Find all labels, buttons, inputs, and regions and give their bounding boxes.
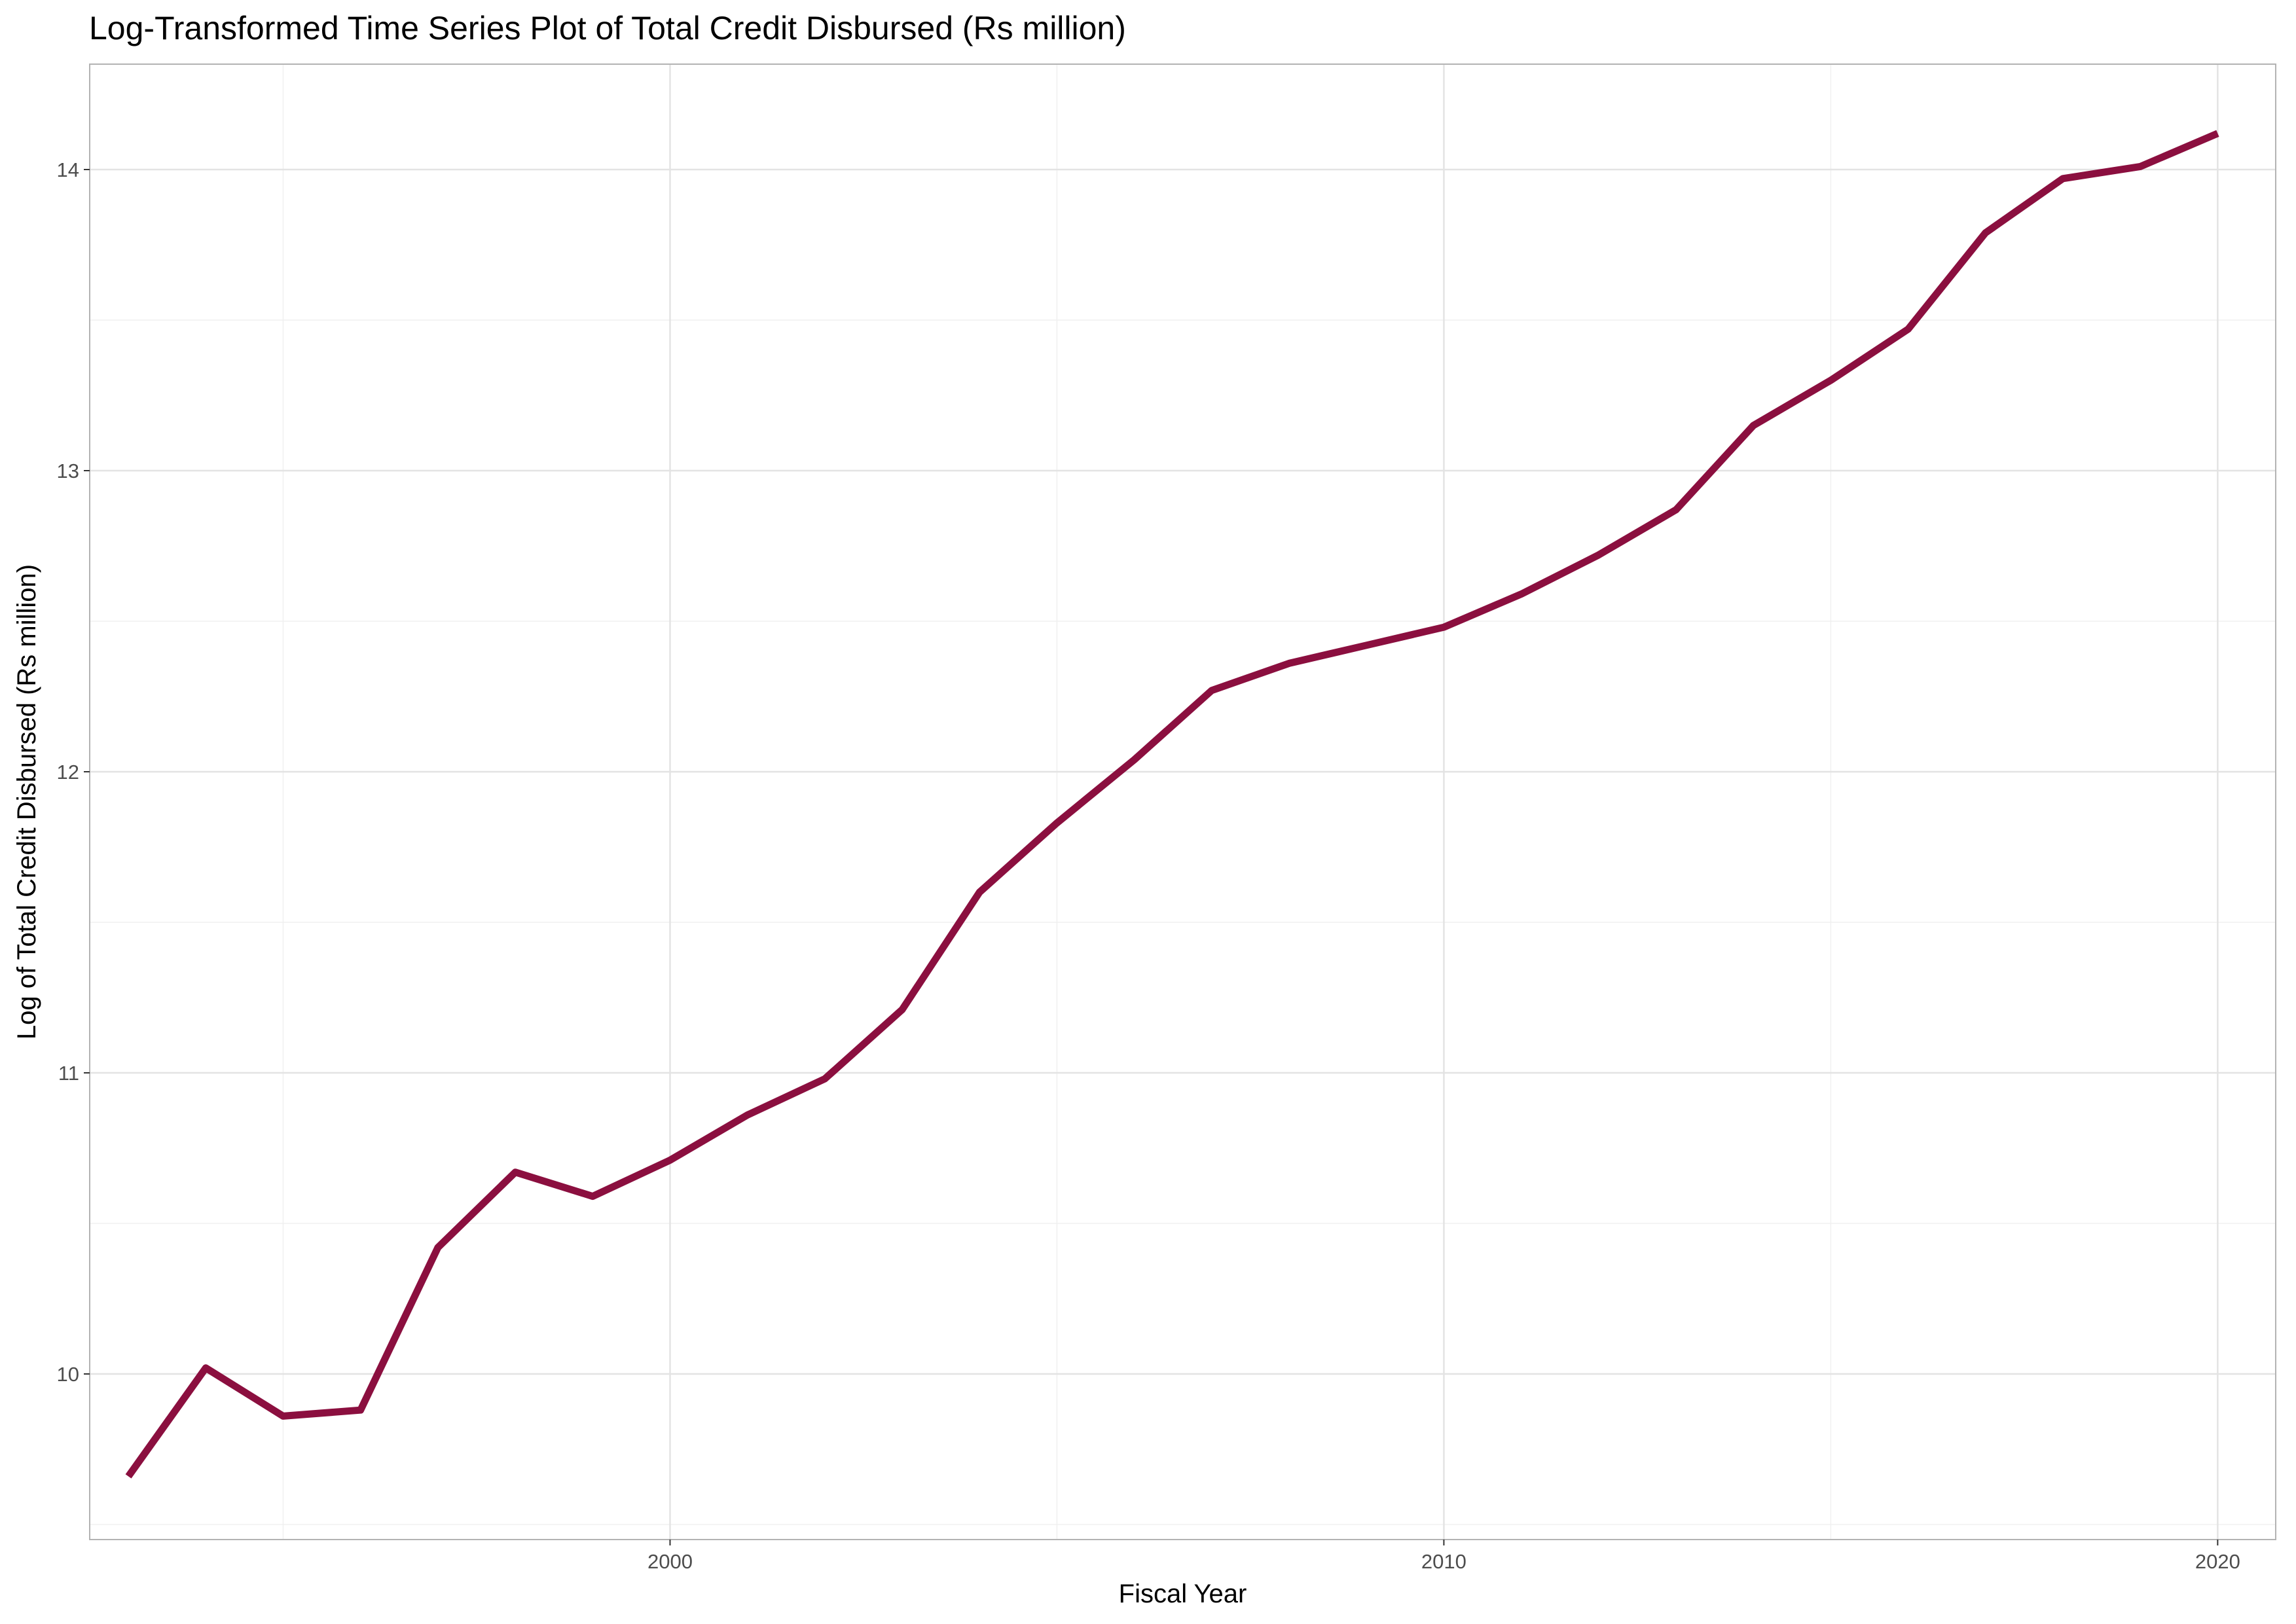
data-point	[1134, 759, 1135, 760]
x-tick-label: 2020	[2195, 1550, 2240, 1573]
y-axis-title: Log of Total Credit Disbursed (Rs millio…	[12, 564, 41, 1039]
data-point	[128, 1476, 129, 1477]
y-tick-label: 10	[57, 1363, 79, 1386]
data-point	[1985, 232, 1986, 233]
y-tick-label: 14	[57, 158, 79, 181]
data-point	[1289, 663, 1290, 664]
data-point	[1675, 509, 1676, 510]
data-point	[1598, 554, 1599, 555]
data-point	[1211, 690, 1212, 691]
y-tick-label: 11	[58, 1062, 79, 1085]
data-point	[1753, 425, 1754, 426]
x-axis-title: Fiscal Year	[1119, 1579, 1247, 1608]
y-tick-label: 13	[57, 460, 79, 482]
grid-lines	[90, 64, 2276, 1540]
data-point	[2140, 166, 2141, 167]
series-line	[125, 130, 2219, 1479]
data-point	[902, 1009, 903, 1010]
panel-border	[89, 63, 2276, 1540]
axis-ticks: 10 11 12 13 14 2000 2010 2020	[57, 158, 2240, 1573]
series-layer	[125, 130, 2219, 1479]
x-tick-label: 2010	[1421, 1550, 1467, 1573]
data-point	[360, 1410, 361, 1411]
data-point	[2217, 133, 2218, 134]
data-point	[2062, 178, 2063, 179]
data-point	[592, 1196, 593, 1197]
x-tick-label: 2000	[647, 1550, 693, 1573]
y-tick-label: 12	[57, 761, 79, 784]
data-point	[437, 1247, 438, 1248]
chart-title: Log-Transformed Time Series Plot of Tota…	[89, 10, 1126, 46]
data-point	[979, 892, 980, 893]
